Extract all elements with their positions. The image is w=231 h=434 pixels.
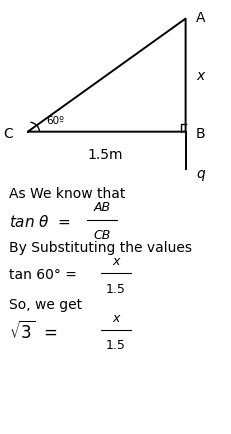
Text: As We know that: As We know that [9,186,125,200]
Text: 1.5m: 1.5m [87,148,123,161]
Text: $\sqrt{3}$  =: $\sqrt{3}$ = [9,320,58,342]
Text: 60º: 60º [46,116,64,126]
Text: tan 60° =: tan 60° = [9,267,77,281]
Text: x: x [112,254,119,267]
Text: $tan\ \theta$  =: $tan\ \theta$ = [9,214,71,229]
Text: So, we get: So, we get [9,297,82,311]
Text: 1.5: 1.5 [106,339,125,352]
Text: 1.5: 1.5 [106,282,125,295]
Text: q: q [195,167,204,181]
Text: C: C [3,126,13,140]
Text: x: x [112,311,119,324]
Text: x: x [195,69,204,83]
Text: CB: CB [93,229,110,242]
Text: AB: AB [93,201,110,214]
Text: By Substituting the values: By Substituting the values [9,240,191,254]
Text: B: B [195,126,205,140]
Text: A: A [195,11,205,25]
